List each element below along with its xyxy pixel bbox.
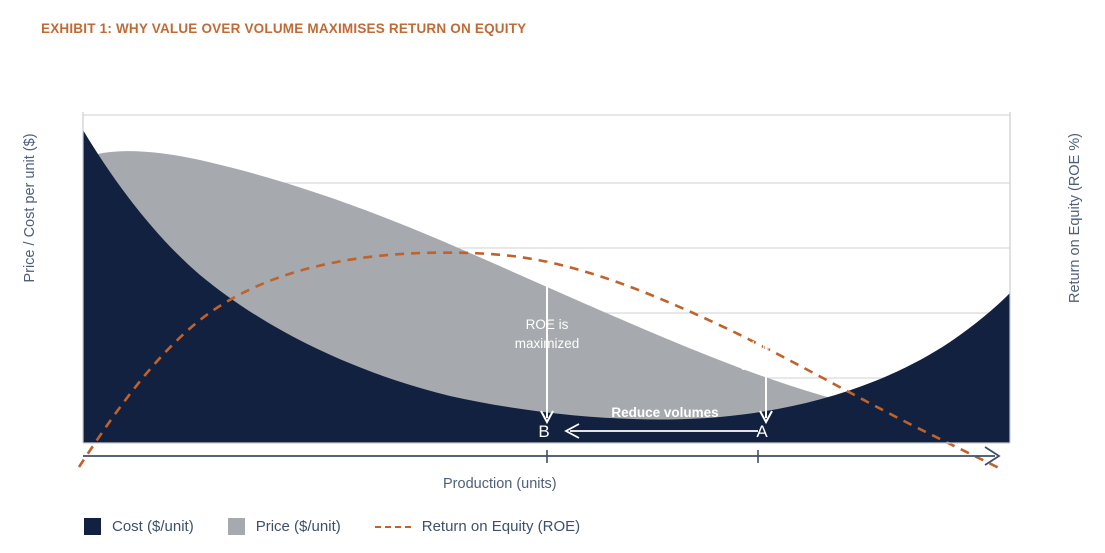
- chart-legend: Cost ($/unit) Price ($/unit) Return on E…: [84, 518, 614, 535]
- reduce-volumes-label: Reduce volumes: [611, 405, 718, 420]
- volume-label-line2: any cost: [741, 358, 792, 373]
- legend-item-roe: Return on Equity (ROE): [374, 518, 581, 535]
- exhibit-title: EXHIBIT 1: WHY VALUE OVER VOLUME MAXIMIS…: [41, 21, 527, 36]
- legend-label-cost: Cost ($/unit): [112, 518, 194, 535]
- legend-swatch-cost-icon: [84, 518, 101, 535]
- roe-max-label-line1: ROE is: [526, 317, 569, 332]
- annotation-roe-maximized: ROE is maximized: [515, 261, 580, 425]
- legend-label-price: Price ($/unit): [255, 518, 341, 535]
- annotation-reduce-volumes: Reduce volumes: [564, 405, 758, 439]
- point-label-a: A: [756, 422, 768, 441]
- legend-dashed-line-icon: [374, 518, 411, 535]
- point-label-b: B: [538, 422, 549, 441]
- x-axis-label: Production (units): [443, 476, 557, 492]
- legend-label-roe: Return on Equity (ROE): [421, 518, 581, 535]
- x-axis: [83, 446, 1001, 466]
- annotation-volume-any-cost: Volume at any cost: [736, 315, 796, 425]
- legend-item-cost: Cost ($/unit): [84, 518, 194, 535]
- cost-area: [83, 130, 1010, 443]
- volume-label-line1: Volume at: [736, 339, 796, 354]
- y-axis-left-label: Price / Cost per unit ($): [22, 133, 38, 283]
- legend-item-price: Price ($/unit): [227, 518, 341, 535]
- legend-swatch-price-icon: [227, 518, 245, 535]
- y-axis-right-label: Return on Equity (ROE %): [1067, 132, 1083, 304]
- roe-max-label-line2: maximized: [515, 336, 580, 351]
